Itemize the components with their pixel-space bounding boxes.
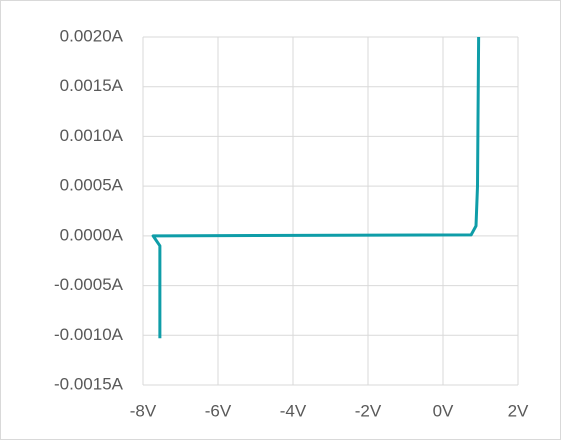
y-tick-label: 0.0020A: [60, 26, 124, 45]
y-tick-label: 0.0005A: [60, 176, 124, 195]
x-tick-label: -6V: [205, 401, 232, 420]
y-tick-label: 0.0000A: [60, 225, 124, 244]
x-tick-label: -8V: [130, 401, 157, 420]
y-tick-label: -0.0015A: [54, 374, 124, 393]
x-tick-label: 2V: [508, 401, 529, 420]
y-tick-label: -0.0010A: [54, 325, 124, 344]
x-tick-label: 0V: [433, 401, 454, 420]
x-tick-label: -2V: [355, 401, 382, 420]
y-tick-label: 0.0015A: [60, 76, 124, 95]
y-tick-label: -0.0005A: [54, 275, 124, 294]
y-tick-label: 0.0010A: [60, 126, 124, 145]
x-tick-label: -4V: [280, 401, 307, 420]
data-line: [151, 36, 481, 339]
